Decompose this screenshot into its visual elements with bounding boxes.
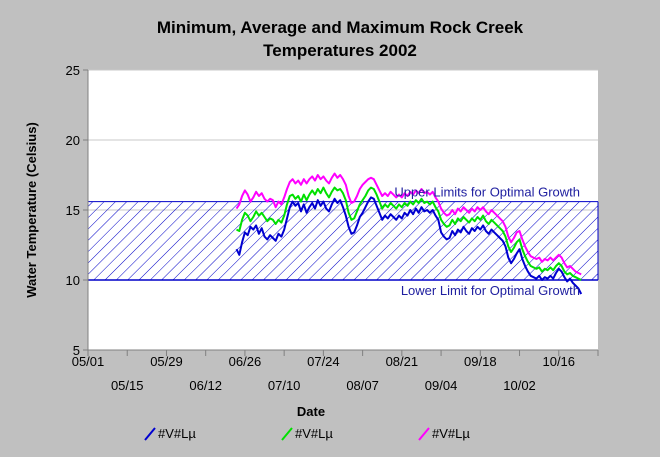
upper-limit-label: Upper Limits for Optimal Growth — [394, 185, 580, 200]
x-tick-label: 05/01 — [72, 354, 105, 369]
x-tick-label: 07/24 — [307, 354, 340, 369]
legend-label-1: #V#Lµ — [295, 426, 333, 441]
chart-title-line1: Minimum, Average and Maximum Rock Creek — [157, 18, 524, 37]
series-line-1 — [236, 186, 582, 281]
x-tick-label: 06/12 — [189, 378, 222, 393]
y-tick-label: 5 — [73, 343, 80, 358]
y-tick-label: 15 — [66, 203, 80, 218]
legend: #V#Lµ #V#Lµ #V#Lµ — [144, 426, 470, 441]
x-tick-label: 10/02 — [503, 378, 536, 393]
x-tick-label: 06/26 — [229, 354, 262, 369]
x-axis-ticks: 05/01 05/15 05/29 06/12 06/26 07/10 07/24 08/07… — [72, 350, 599, 393]
x-tick-label: 05/15 — [111, 378, 144, 393]
y-tick-label: 10 — [66, 273, 80, 288]
legend-swatch-1 — [281, 427, 293, 441]
x-tick-label: 10/16 — [542, 354, 575, 369]
optimal-band-fill — [88, 201, 598, 280]
x-axis-title: Date — [297, 404, 325, 419]
series-lines — [235, 172, 583, 295]
y-axis-ticks: 5 10 15 20 25 — [66, 63, 88, 358]
x-tick-label: 09/04 — [425, 378, 458, 393]
x-tick-label: 05/29 — [150, 354, 183, 369]
y-axis-title: Water Temperature (Celsius) — [24, 122, 39, 298]
series-line-2 — [235, 172, 582, 276]
legend-swatch-0 — [144, 427, 156, 441]
series-line-0 — [235, 196, 583, 295]
x-tick-label: 08/21 — [386, 354, 419, 369]
legend-label-2: #V#Lµ — [432, 426, 470, 441]
chart-title-line2: Temperatures 2002 — [263, 41, 417, 60]
y-tick-label: 25 — [66, 63, 80, 78]
y-tick-label: 20 — [66, 133, 80, 148]
lower-limit-label: Lower Limit for Optimal Growth — [401, 283, 580, 298]
legend-swatch-2 — [418, 427, 430, 441]
x-tick-label: 09/18 — [464, 354, 497, 369]
x-tick-label: 07/10 — [268, 378, 301, 393]
x-tick-label: 08/07 — [346, 378, 379, 393]
legend-label-0: #V#Lµ — [158, 426, 196, 441]
